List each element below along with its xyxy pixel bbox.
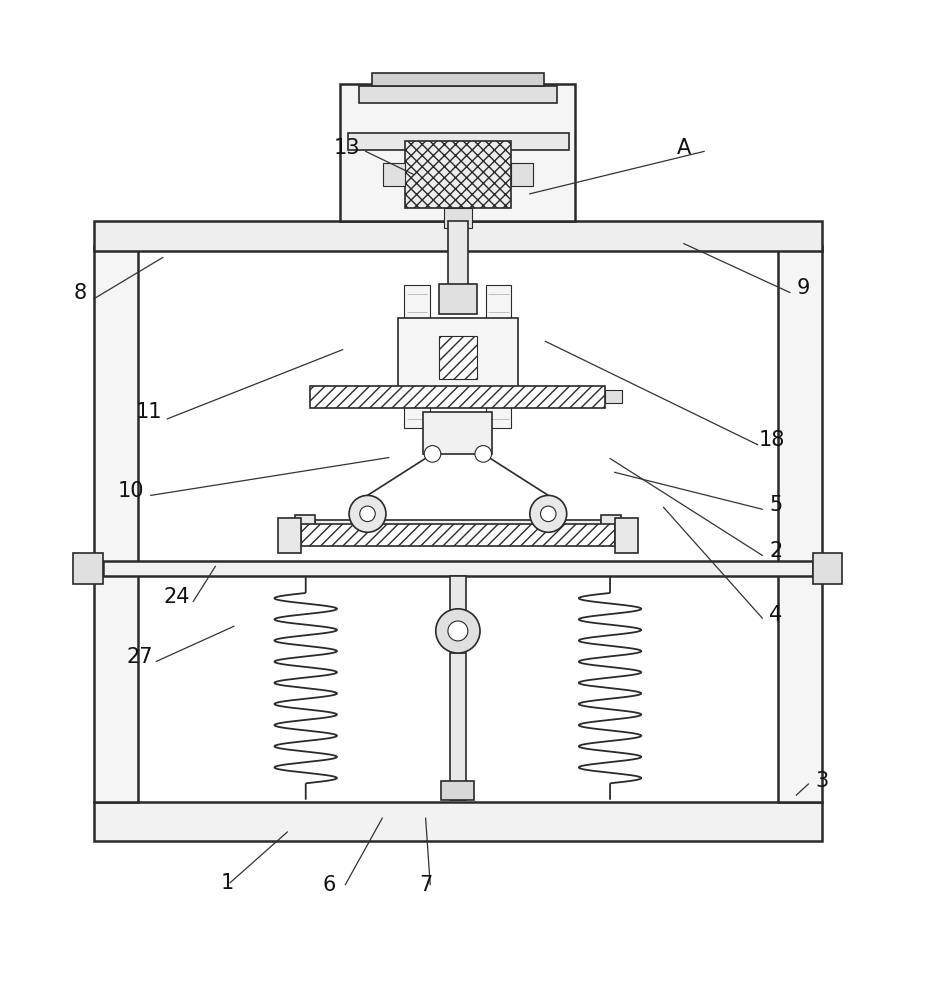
Text: 4: 4: [770, 605, 783, 625]
Circle shape: [448, 621, 468, 641]
Circle shape: [475, 446, 491, 462]
Text: 7: 7: [419, 875, 432, 895]
Text: A: A: [677, 138, 691, 158]
Bar: [486, 285, 512, 428]
Bar: [615, 518, 637, 553]
Bar: [450, 576, 466, 614]
Bar: [778, 246, 822, 802]
Text: 9: 9: [797, 278, 810, 298]
Text: 5: 5: [770, 495, 783, 515]
Bar: [511, 163, 533, 186]
Bar: [450, 653, 466, 800]
Circle shape: [530, 495, 567, 532]
Text: 1: 1: [221, 873, 234, 893]
Text: 2: 2: [770, 541, 783, 561]
Bar: [278, 518, 302, 553]
Text: 3: 3: [816, 771, 829, 791]
Text: 10: 10: [117, 481, 143, 501]
Bar: [424, 412, 492, 454]
Bar: [813, 553, 843, 584]
Text: 27: 27: [127, 647, 153, 667]
Bar: [310, 386, 606, 408]
Bar: [93, 246, 138, 802]
Text: 13: 13: [334, 138, 361, 158]
Bar: [73, 553, 103, 584]
Bar: [441, 781, 475, 800]
Bar: [444, 208, 472, 228]
Text: 18: 18: [758, 430, 784, 450]
Bar: [340, 84, 575, 221]
Bar: [103, 561, 813, 576]
Text: 24: 24: [164, 587, 190, 607]
Bar: [383, 163, 405, 186]
Circle shape: [425, 446, 441, 462]
Bar: [93, 802, 822, 841]
Bar: [314, 520, 601, 537]
Bar: [359, 86, 557, 103]
Bar: [302, 524, 615, 546]
Bar: [438, 336, 477, 379]
Circle shape: [349, 495, 386, 532]
Bar: [348, 133, 569, 150]
Bar: [405, 141, 511, 208]
Text: 11: 11: [136, 402, 162, 422]
Bar: [404, 285, 430, 428]
Bar: [398, 318, 518, 397]
Bar: [372, 73, 544, 86]
Bar: [606, 390, 622, 403]
Bar: [601, 515, 621, 541]
Bar: [93, 221, 822, 251]
Circle shape: [540, 506, 556, 522]
Bar: [438, 284, 477, 314]
Text: 8: 8: [73, 283, 86, 303]
Text: 6: 6: [322, 875, 336, 895]
Circle shape: [436, 609, 480, 653]
Bar: [295, 515, 314, 541]
Bar: [448, 221, 468, 299]
Circle shape: [360, 506, 376, 522]
